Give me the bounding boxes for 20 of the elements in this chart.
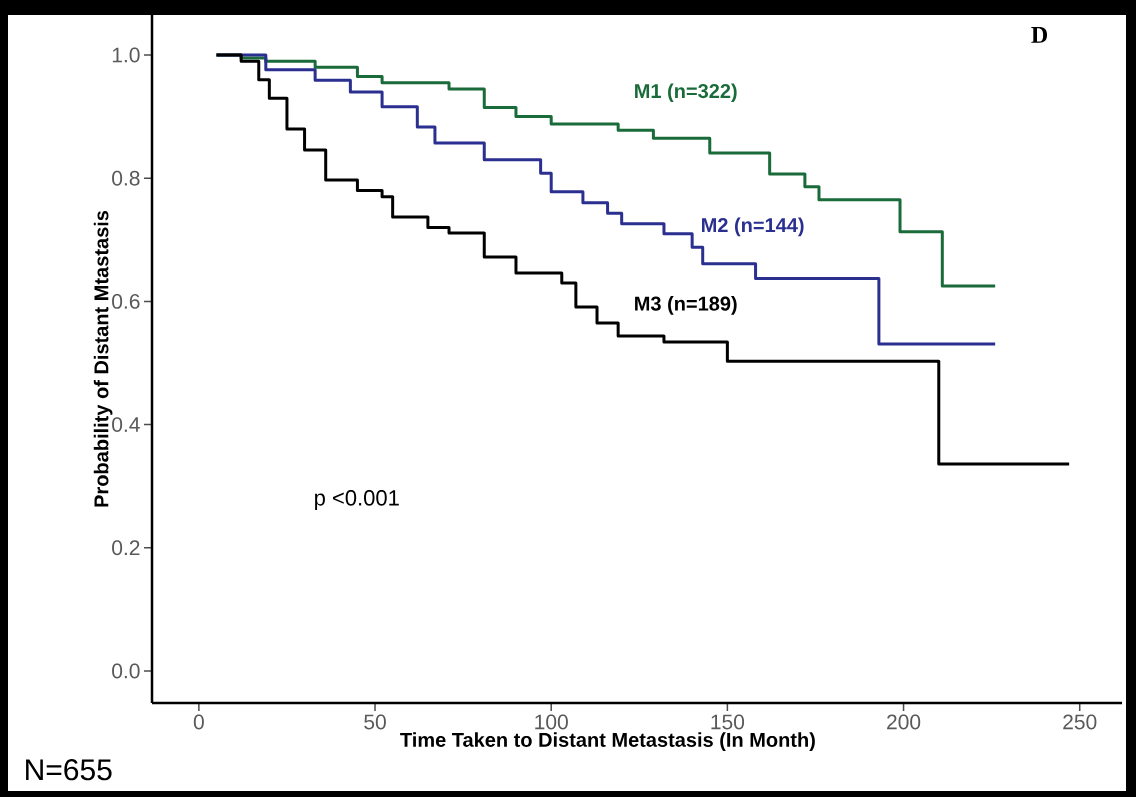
y-tick-label: 0.6	[112, 293, 140, 309]
x-tick-label: 150	[711, 714, 745, 730]
series-label: M3 (n=189)	[635, 296, 737, 315]
y-tick-label: 0.4	[112, 417, 140, 433]
x-tick-label: 200	[887, 714, 921, 730]
y-tick-label: 0.2	[112, 540, 140, 556]
series-label: M2 (n=144)	[702, 217, 804, 237]
y-tick-label: 1.0	[112, 47, 140, 63]
x-tick-label: 250	[1063, 714, 1097, 730]
annotation: p <0.001	[315, 490, 399, 510]
annotation: D	[1031, 27, 1048, 43]
series-label: M1 (n=322)	[635, 83, 737, 103]
x-tick-label: 0	[193, 714, 204, 730]
y-axis-title: Probability of Distant Mtastasis	[93, 210, 113, 507]
x-axis-title: Time Taken to Distant Metastasis (In Month)	[400, 732, 815, 751]
y-tick-label: 0.0	[112, 663, 140, 679]
x-tick-label: 100	[535, 714, 568, 730]
x-tick-label: 50	[364, 714, 386, 730]
text: N=655	[26, 759, 112, 781]
y-tick-label: 0.8	[112, 170, 140, 186]
